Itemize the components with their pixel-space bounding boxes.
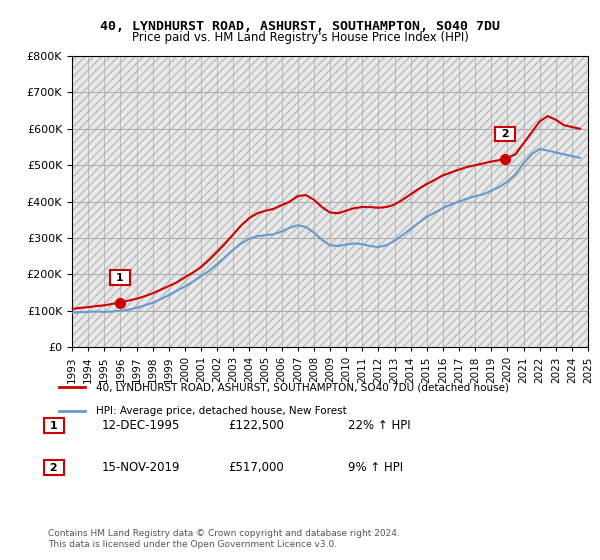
Text: £517,000: £517,000 [228, 461, 284, 474]
Text: £122,500: £122,500 [228, 419, 284, 432]
Text: Price paid vs. HM Land Registry's House Price Index (HPI): Price paid vs. HM Land Registry's House … [131, 31, 469, 44]
Text: 15-NOV-2019: 15-NOV-2019 [102, 461, 181, 474]
Text: 12-DEC-1995: 12-DEC-1995 [102, 419, 181, 432]
Text: Contains HM Land Registry data © Crown copyright and database right 2024.
This d: Contains HM Land Registry data © Crown c… [48, 529, 400, 549]
Text: 40, LYNDHURST ROAD, ASHURST, SOUTHAMPTON, SO40 7DU (detached house): 40, LYNDHURST ROAD, ASHURST, SOUTHAMPTON… [95, 382, 509, 392]
Text: 1: 1 [46, 421, 62, 431]
Text: HPI: Average price, detached house, New Forest: HPI: Average price, detached house, New … [95, 406, 346, 416]
Text: 2: 2 [46, 463, 62, 473]
Text: 40, LYNDHURST ROAD, ASHURST, SOUTHAMPTON, SO40 7DU: 40, LYNDHURST ROAD, ASHURST, SOUTHAMPTON… [100, 20, 500, 32]
Text: 22% ↑ HPI: 22% ↑ HPI [348, 419, 410, 432]
Text: 1: 1 [112, 273, 127, 283]
Text: 9% ↑ HPI: 9% ↑ HPI [348, 461, 403, 474]
Text: 2: 2 [497, 129, 513, 139]
